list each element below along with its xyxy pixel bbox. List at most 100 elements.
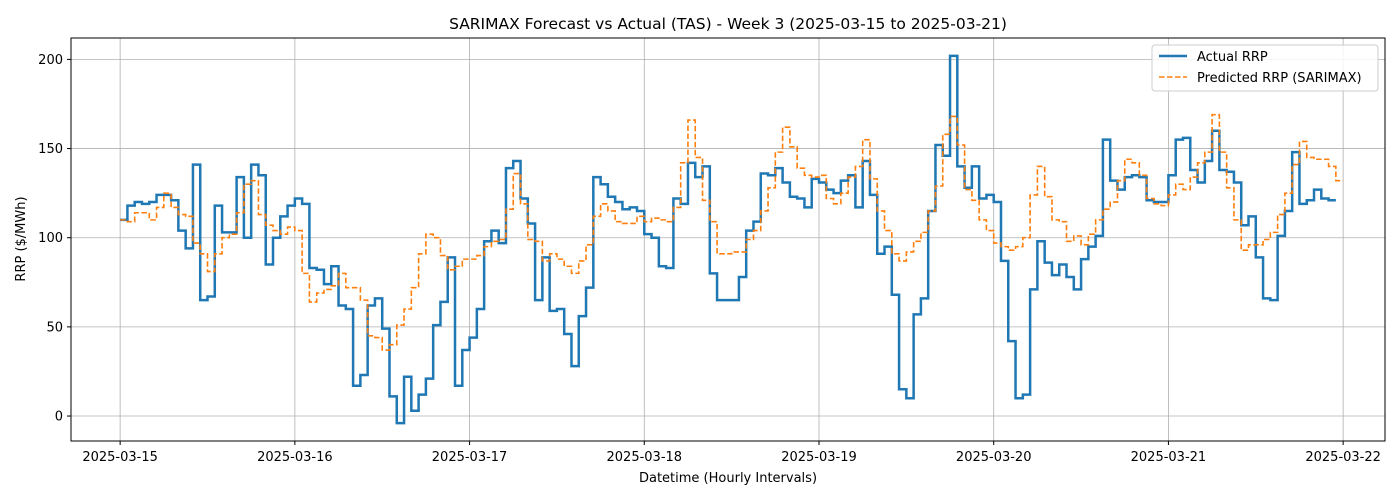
data-point — [1185, 136, 1188, 139]
data-point — [341, 272, 344, 275]
data-point — [486, 240, 489, 243]
data-point — [625, 222, 628, 225]
data-point — [574, 365, 577, 368]
data-point — [807, 206, 810, 209]
data-point — [384, 327, 387, 330]
data-point — [479, 254, 482, 257]
data-point — [1272, 231, 1275, 234]
data-point — [159, 206, 162, 209]
data-point — [668, 267, 671, 270]
data-point — [1083, 243, 1086, 246]
legend-label-predicted: Predicted RRP (SARIMAX) — [1197, 71, 1362, 86]
data-point — [537, 240, 540, 243]
data-point — [239, 176, 242, 179]
data-point — [1338, 179, 1341, 182]
data-point — [290, 204, 293, 207]
data-point — [231, 233, 234, 236]
data-point — [290, 226, 293, 229]
y-axis-label: RRP ($/MWh) — [14, 196, 29, 281]
data-point — [355, 384, 358, 387]
data-point — [712, 220, 715, 223]
data-point — [130, 220, 133, 223]
data-point — [843, 192, 846, 195]
data-point — [1076, 234, 1079, 237]
data-point — [1309, 156, 1312, 159]
data-point — [748, 238, 751, 241]
data-point — [1251, 243, 1254, 246]
data-point — [1258, 243, 1261, 246]
data-point — [1149, 197, 1152, 200]
data-point — [741, 250, 744, 253]
data-point — [217, 204, 220, 207]
data-point — [625, 208, 628, 211]
data-point — [617, 201, 620, 204]
data-point — [1003, 245, 1006, 248]
data-point — [981, 218, 984, 221]
data-point — [181, 229, 184, 232]
data-point — [763, 172, 766, 175]
data-point — [1098, 218, 1101, 221]
data-point — [130, 204, 133, 207]
data-point — [828, 188, 831, 191]
data-point — [770, 174, 773, 177]
data-point — [472, 258, 475, 261]
data-point — [1047, 195, 1050, 198]
data-point — [1222, 168, 1225, 171]
data-point — [1214, 113, 1217, 116]
data-point — [450, 268, 453, 271]
data-point — [1207, 151, 1210, 154]
data-point — [676, 197, 679, 200]
data-point — [392, 343, 395, 346]
data-point — [959, 143, 962, 146]
data-point — [887, 245, 890, 248]
x-axis: 2025-03-15 2025-03-16 2025-03-17 2025-03-18… — [82, 441, 1381, 465]
data-point — [1090, 245, 1093, 248]
data-point — [261, 213, 264, 216]
data-point — [741, 275, 744, 278]
data-point — [981, 197, 984, 200]
data-point — [181, 213, 184, 216]
data-point — [1025, 393, 1028, 396]
data-point — [377, 297, 380, 300]
data-point — [144, 202, 147, 205]
data-point — [799, 167, 802, 170]
data-point — [472, 336, 475, 339]
data-point — [282, 233, 285, 236]
data-point — [1243, 224, 1246, 227]
data-point — [253, 163, 256, 166]
data-point — [297, 197, 300, 200]
data-point — [1105, 138, 1108, 141]
data-point — [1171, 174, 1174, 177]
data-point — [348, 286, 351, 289]
data-point — [1192, 168, 1195, 171]
data-point — [792, 145, 795, 148]
data-point — [151, 218, 154, 221]
data-point — [1069, 240, 1072, 243]
data-point — [661, 218, 664, 221]
data-point — [399, 422, 402, 425]
data-point — [712, 272, 715, 275]
data-point — [304, 272, 307, 275]
data-point — [1280, 234, 1283, 237]
data-point — [1323, 158, 1326, 161]
data-point — [996, 242, 999, 245]
data-point — [428, 377, 431, 380]
data-point — [727, 299, 730, 302]
data-point — [748, 229, 751, 232]
data-point — [421, 393, 424, 396]
data-point — [632, 222, 635, 225]
data-point — [370, 304, 373, 307]
data-point — [1127, 176, 1130, 179]
data-point — [210, 295, 213, 298]
data-point — [1134, 161, 1137, 164]
data-point — [908, 397, 911, 400]
data-point — [865, 138, 868, 141]
data-point — [355, 286, 358, 289]
data-point — [159, 193, 162, 196]
series-actual — [120, 54, 1336, 425]
data-point — [406, 308, 409, 311]
data-point — [697, 176, 700, 179]
data-point — [1309, 199, 1312, 202]
data-point — [363, 374, 366, 377]
data-point — [1083, 258, 1086, 261]
